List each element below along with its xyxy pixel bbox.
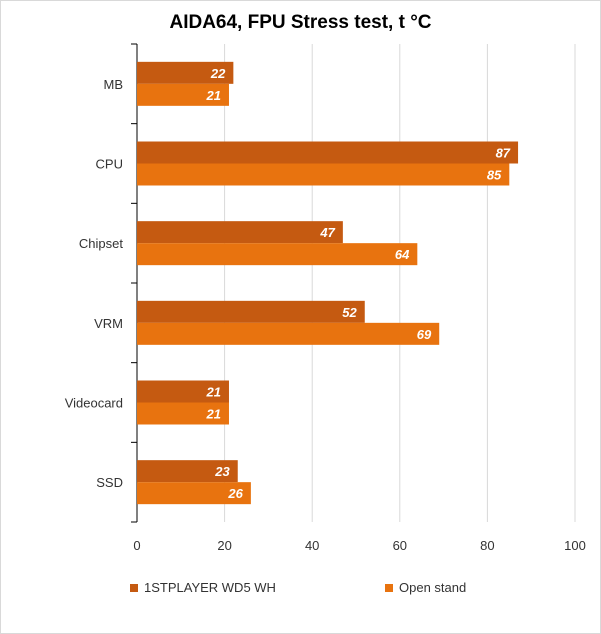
- data-label-mb-series-1: 22: [210, 66, 226, 81]
- category-label-chipset: Chipset: [79, 236, 123, 251]
- bar-videocard-series-2: [137, 402, 229, 425]
- legend-item-series-1: 1STPLAYER WD5 WH: [130, 580, 276, 595]
- data-label-vrm-series-2: 69: [417, 327, 432, 342]
- x-tick-label-100: 100: [564, 538, 586, 553]
- x-tick-label-80: 80: [480, 538, 494, 553]
- data-label-vrm-series-1: 52: [342, 305, 357, 320]
- data-label-chipset-series-1: 47: [319, 225, 335, 240]
- legend-label-series-1: 1STPLAYER WD5 WH: [144, 580, 276, 595]
- data-label-ssd-series-1: 23: [214, 464, 230, 479]
- x-tick-label-0: 0: [133, 538, 140, 553]
- bar-ssd-series-2: [137, 482, 251, 505]
- bar-videocard-series-1: [137, 380, 229, 403]
- category-label-ssd: SSD: [96, 475, 123, 490]
- data-label-ssd-series-2: 26: [227, 486, 243, 501]
- legend-swatch-series-1: [130, 583, 138, 592]
- category-label-videocard: Videocard: [65, 396, 123, 411]
- x-tick-label-60: 60: [393, 538, 407, 553]
- legend-label-series-2: Open stand: [399, 580, 467, 595]
- bar-chipset-series-2: [137, 243, 418, 266]
- bar-ssd-series-1: [137, 460, 238, 483]
- bar-vrm-series-1: [137, 300, 365, 323]
- x-tick-label-20: 20: [217, 538, 231, 553]
- category-label-vrm: VRM: [94, 316, 123, 331]
- data-label-cpu-series-2: 85: [487, 168, 502, 183]
- bar-cpu-series-1: [137, 141, 519, 164]
- data-label-videocard-series-2: 21: [206, 407, 221, 422]
- category-label-cpu: CPU: [96, 157, 123, 172]
- bar-vrm-series-2: [137, 322, 440, 345]
- x-tick-label-40: 40: [305, 538, 319, 553]
- chart-title: AIDA64, FPU Stress test, t °C: [169, 12, 432, 33]
- bar-mb-series-1: [137, 61, 234, 84]
- data-label-videocard-series-1: 21: [206, 385, 221, 400]
- bar-chipset-series-1: [137, 221, 343, 244]
- legend-swatch-series-2: [385, 583, 393, 592]
- bar-mb-series-2: [137, 83, 229, 106]
- category-label-mb: MB: [104, 77, 124, 92]
- bar-cpu-series-2: [137, 163, 510, 186]
- legend-item-series-2: Open stand: [385, 580, 466, 595]
- data-label-chipset-series-2: 64: [395, 247, 410, 262]
- data-label-cpu-series-1: 87: [496, 146, 511, 161]
- data-label-mb-series-2: 21: [206, 88, 221, 103]
- legend: 1STPLAYER WD5 WH Open stand: [0, 580, 601, 600]
